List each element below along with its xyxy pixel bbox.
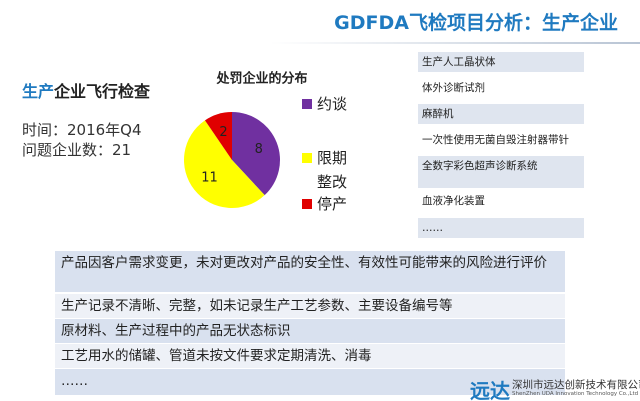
legend-swatch: [302, 199, 312, 209]
section-heading: 生产企业飞行检查: [22, 78, 150, 102]
issue-item: ……: [55, 369, 565, 395]
time-info: 时间：2016年Q4: [22, 121, 142, 139]
issue-item: 产品因客户需求变更，未对更改对产品的安全性、有效性可能带来的风险进行评价: [55, 251, 565, 292]
product-item: 一次性使用无菌自毁注射器带针: [418, 130, 584, 152]
logo: 远达: [470, 379, 510, 401]
product-item: ……: [418, 218, 584, 238]
legend-swatch: [302, 99, 312, 109]
pie-slice: [183, 120, 265, 208]
data-label: 8: [255, 142, 263, 157]
pie-slice: [232, 112, 280, 196]
product-item: 体外诊断试剂: [418, 78, 584, 98]
legend-swatch: [302, 153, 312, 163]
pie-slice: [204, 112, 232, 160]
product-item: 生产人工晶状体: [418, 52, 584, 72]
issue-item: 原材料、生产过程中的产品无状态标识: [55, 319, 565, 343]
count-info: 问题企业数：21: [22, 141, 132, 159]
issue-item: 生产记录不清晰、完整，如未记录生产工艺参数、主要设备编号等: [55, 294, 565, 318]
product-item: 全数字彩色超声诊断系统: [418, 156, 584, 188]
chart-title: 处罚企业的分布: [215, 71, 307, 87]
issue-item: 工艺用水的储罐、管道未按文件要求定期清洗、消毒: [55, 344, 565, 368]
product-item: 血液净化装置: [418, 191, 584, 213]
heading-highlight: 生产: [22, 82, 55, 101]
company-name-en: ShenZhen UDA Innovation Technology Co.,L…: [512, 391, 639, 397]
legend-label: 约谈: [317, 95, 348, 113]
company-name: 深圳市远达创新技术有限公司: [512, 379, 640, 391]
product-item: 麻醉机: [418, 104, 584, 124]
legend-label: 限期整改: [317, 149, 348, 191]
data-label: 11: [201, 170, 218, 185]
data-label: 2: [219, 125, 227, 140]
heading-rest: 企业飞行检查: [54, 82, 151, 101]
legend-label: 停产: [317, 195, 348, 213]
slide-title: GDFDA飞检项目分析：生产企业: [334, 12, 618, 34]
title-rule: [270, 42, 640, 44]
